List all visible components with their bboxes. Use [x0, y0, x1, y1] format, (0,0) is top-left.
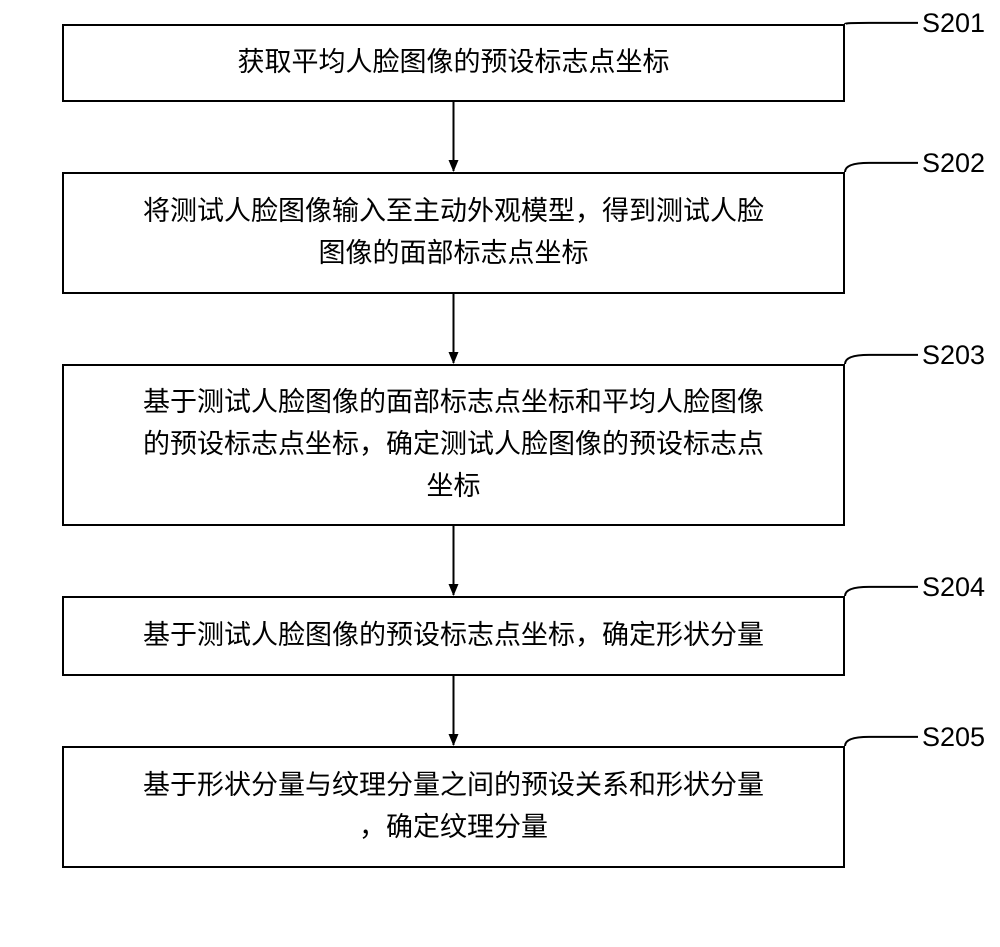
step-label-1: S201: [922, 8, 985, 39]
step-text-4: 基于测试人脸图像的预设标志点坐标，确定形状分量: [143, 615, 764, 657]
step-text-2: 将测试人脸图像输入至主动外观模型，得到测试人脸 图像的面部标志点坐标: [143, 191, 764, 275]
step-text-5: 基于形状分量与纹理分量之间的预设关系和形状分量 ，确定纹理分量: [143, 765, 764, 849]
step-box-1: 获取平均人脸图像的预设标志点坐标: [62, 24, 845, 102]
step-label-4: S204: [922, 572, 985, 603]
flowchart-canvas: 获取平均人脸图像的预设标志点坐标 将测试人脸图像输入至主动外观模型，得到测试人脸…: [0, 0, 1000, 947]
step-box-2: 将测试人脸图像输入至主动外观模型，得到测试人脸 图像的面部标志点坐标: [62, 172, 845, 294]
step-box-4: 基于测试人脸图像的预设标志点坐标，确定形状分量: [62, 596, 845, 676]
step-box-5: 基于形状分量与纹理分量之间的预设关系和形状分量 ，确定纹理分量: [62, 746, 845, 868]
step-label-5: S205: [922, 722, 985, 753]
step-label-3: S203: [922, 340, 985, 371]
step-text-3: 基于测试人脸图像的面部标志点坐标和平均人脸图像 的预设标志点坐标，确定测试人脸图…: [143, 382, 764, 508]
step-text-1: 获取平均人脸图像的预设标志点坐标: [238, 42, 670, 84]
step-label-2: S202: [922, 148, 985, 179]
step-box-3: 基于测试人脸图像的面部标志点坐标和平均人脸图像 的预设标志点坐标，确定测试人脸图…: [62, 364, 845, 526]
